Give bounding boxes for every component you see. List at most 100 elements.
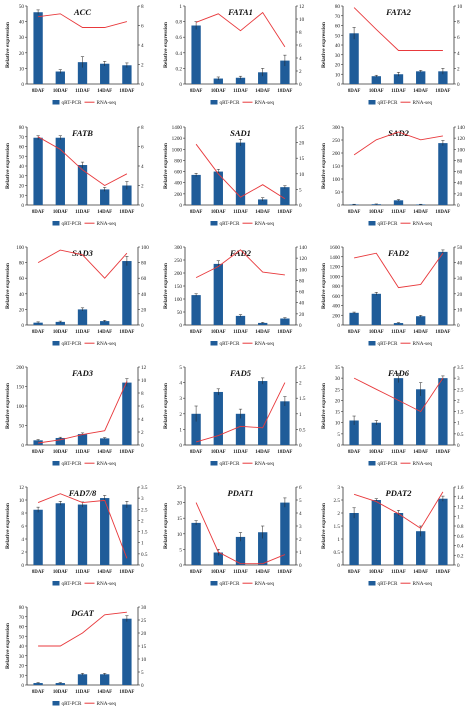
tick-label-left: 100 <box>332 177 340 183</box>
bar <box>280 60 290 84</box>
tick-label-left: 400 <box>174 181 182 187</box>
tick-label-left: 40 <box>335 43 341 49</box>
bar <box>191 413 201 445</box>
x-tick-label: 18DAF <box>435 330 450 335</box>
x-tick-label: 18DAF <box>435 570 450 575</box>
x-tick-label: 18DAF <box>119 450 134 455</box>
tick-label-left: 1 <box>179 427 182 433</box>
tick-label-right: 10 <box>457 4 463 10</box>
chart-title: FAD5 <box>229 368 252 378</box>
tick-label-right: 3.5 <box>141 485 148 491</box>
x-tick-label: 18DAF <box>119 570 134 575</box>
tick-label-left: 0 <box>337 323 340 329</box>
tick-label-right: 0.6 <box>457 534 464 540</box>
bar <box>258 322 268 325</box>
tick-label-left: 1200 <box>172 136 183 142</box>
legend-label-line: RNA-seq <box>97 701 117 707</box>
tick-label-left: 50 <box>19 424 25 430</box>
x-tick-label: 18DAF <box>277 210 292 215</box>
bar <box>416 316 426 325</box>
bar <box>55 437 65 445</box>
x-tick-label: 10DAF <box>211 89 226 94</box>
legend-label-line: RNA-seq <box>413 341 433 347</box>
bar <box>213 263 223 325</box>
rna-seq-line <box>195 11 286 48</box>
bar <box>122 185 132 205</box>
legend-label-line: RNA-seq <box>255 581 275 587</box>
tick-label-left: 35 <box>335 365 341 371</box>
bar <box>258 199 268 205</box>
tick-label-left: 0 <box>337 203 340 209</box>
tick-label-right: 2.5 <box>457 387 464 393</box>
tick-label-left: 80 <box>335 4 341 10</box>
legend-swatch-bar <box>210 341 218 346</box>
tick-label-left: 3 <box>337 485 340 491</box>
tick-label-left: 0.5 <box>334 550 341 556</box>
legend-swatch-bar <box>368 461 376 466</box>
rna-seq-line <box>37 493 128 559</box>
rna-seq-line <box>195 502 286 565</box>
x-tick-label: 18DAF <box>435 89 450 94</box>
bar <box>438 498 448 565</box>
tick-label-left: 40 <box>19 20 25 26</box>
x-tick-label: 8DAF <box>32 570 45 575</box>
legend-swatch-bar <box>210 461 218 466</box>
chart-panel: 0 200 400 600 800 1000 1200 1400 1600 0 10 20 30 40 50… <box>321 245 463 347</box>
tick-label-right: 100 <box>141 245 149 251</box>
rna-seq-line <box>37 249 128 279</box>
tick-label-right: 1 <box>299 412 302 418</box>
legend-label-line: RNA-seq <box>97 581 117 587</box>
tick-label-right: 0 <box>299 82 302 88</box>
x-tick-label: 14DAF <box>97 330 112 335</box>
legend-label-line: RNA-seq <box>97 461 117 467</box>
rna-seq-line <box>353 377 444 413</box>
legend-swatch-bar <box>210 581 218 586</box>
tick-label-left: 60 <box>19 145 25 151</box>
chart-panel: 0 50 100 150 200 250 300 0 20 40 60 80 100 120 140 Rela… <box>163 245 307 347</box>
tick-label-right: 2 <box>141 184 144 190</box>
tick-label-left: 100 <box>16 245 24 251</box>
y-axis-label: Relative expression <box>163 142 169 189</box>
rna-seq-line <box>38 611 127 647</box>
tick-label-right: 8 <box>299 30 302 36</box>
tick-label-left: 5 <box>179 365 182 371</box>
chart-panel: 0 200 400 600 800 1000 1200 1400 0 5 10 15 20 25 Relat… <box>163 125 305 227</box>
tick-label-left: 0.2 <box>176 66 183 72</box>
tick-label-right: 120 <box>299 256 307 262</box>
legend-label-bar: qRT-PCR <box>220 461 241 467</box>
tick-label-left: 0 <box>21 82 24 88</box>
chart-panel: 0 50 100 150 200 250 300 0 20 40 60 80 100 120 140 Rela… <box>321 125 465 227</box>
tick-label-left: 150 <box>174 284 182 290</box>
bar <box>122 618 132 685</box>
legend-label-line: RNA-seq <box>255 341 275 347</box>
tick-label-left: 5 <box>179 547 182 553</box>
tick-label-left: 0 <box>21 323 24 329</box>
bar <box>349 204 359 205</box>
bar <box>371 422 381 445</box>
tick-label-left: 300 <box>174 245 182 251</box>
chart-panel: 0 10 20 30 40 50 0 2 4 6 8 Relative expression ACC 8D… <box>5 4 144 106</box>
tick-label-right: 4 <box>141 417 144 423</box>
tick-label-left: 250 <box>332 138 340 144</box>
bar <box>100 189 110 205</box>
tick-label-right: 2 <box>457 66 460 72</box>
tick-label-right: 5 <box>299 498 302 504</box>
legend-swatch-bar <box>52 581 60 586</box>
tick-label-left: 250 <box>174 258 182 264</box>
bar <box>393 323 404 325</box>
tick-label-right: 40 <box>457 261 463 267</box>
tick-label-left: 10 <box>335 72 341 78</box>
x-tick-label: 18DAF <box>119 210 134 215</box>
tick-label-left: 20 <box>19 664 25 670</box>
tick-label-left: 20 <box>19 184 25 190</box>
bar <box>100 674 110 685</box>
bar <box>371 500 381 565</box>
tick-label-left: 0 <box>21 443 24 449</box>
tick-label-left: 800 <box>332 284 340 290</box>
tick-label-left: 1 <box>179 4 182 10</box>
bar <box>349 420 359 445</box>
x-tick-label: 14DAF <box>255 570 270 575</box>
bar <box>55 71 65 84</box>
bar <box>258 72 268 84</box>
legend-swatch-bar <box>368 581 376 586</box>
